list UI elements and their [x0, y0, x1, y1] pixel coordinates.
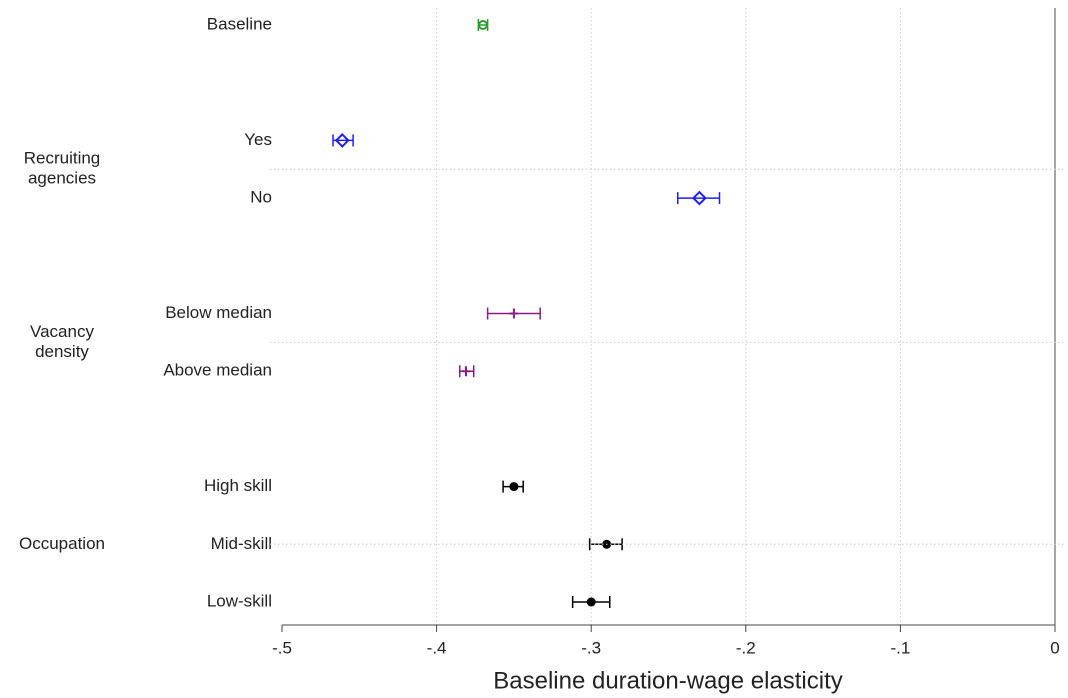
marker: [477, 20, 488, 30]
x-tick-label: -.5: [272, 638, 292, 657]
group-label: Occupation: [19, 534, 105, 553]
group-label: Vacancy: [30, 322, 94, 341]
group-label: agencies: [28, 169, 96, 188]
marker: [461, 366, 470, 377]
marker: [692, 190, 707, 206]
marker: [509, 308, 518, 319]
x-tick-label: 0: [1050, 638, 1059, 657]
row-label: No: [250, 188, 272, 207]
group-label: Recruiting: [24, 149, 101, 168]
marker: [334, 132, 350, 148]
row-label: High skill: [204, 476, 272, 495]
row-label: Yes: [244, 130, 272, 149]
marker: [586, 597, 596, 607]
marker: [509, 482, 519, 492]
confidence-interval: [677, 192, 721, 205]
row-label: Above median: [163, 361, 272, 380]
x-tick-label: -.3: [581, 638, 601, 657]
x-tick-label: -.4: [427, 638, 447, 657]
x-axis-title: Baseline duration-wage elasticity: [493, 667, 843, 694]
x-tick-label: -.1: [890, 638, 910, 657]
row-label: Baseline: [207, 14, 272, 33]
row-label: Low-skill: [207, 591, 272, 610]
x-tick-label: -.2: [736, 638, 756, 657]
row-label: Mid-skill: [211, 534, 272, 553]
group-label: density: [35, 342, 89, 361]
row-label: Below median: [165, 303, 272, 322]
